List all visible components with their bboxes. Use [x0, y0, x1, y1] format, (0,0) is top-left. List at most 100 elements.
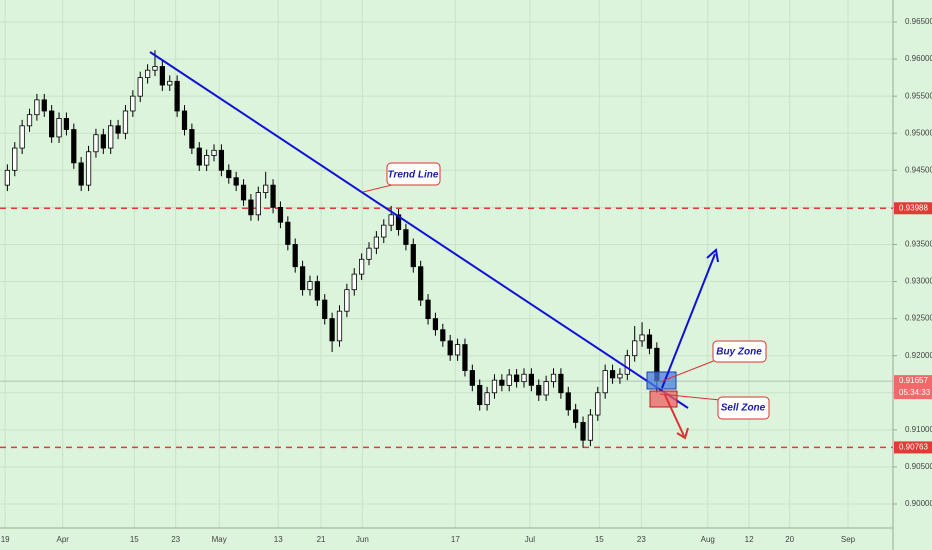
y-tick-label: 0.96000 [905, 54, 932, 63]
candle-body [536, 384, 542, 396]
candle-body [528, 373, 534, 386]
candle-body [373, 236, 380, 249]
candle-body [491, 379, 498, 394]
x-tick-label: Apr [57, 535, 70, 544]
x-tick-label: May [212, 535, 227, 544]
candle-body [152, 66, 158, 71]
x-tick-label: 12 [745, 535, 754, 544]
candle-body [484, 392, 490, 406]
y-tick-label: 0.92500 [905, 314, 932, 323]
candle-body [432, 318, 439, 331]
candle-body [108, 125, 114, 149]
candle-body [639, 334, 645, 342]
candle-body [285, 221, 291, 245]
candle-body [388, 214, 394, 226]
candle-body [624, 355, 630, 375]
candle-body [270, 184, 276, 208]
candle-body [196, 147, 202, 166]
y-tick-label: 0.93500 [905, 240, 932, 249]
candle-body [403, 229, 409, 245]
candle-body [425, 299, 431, 320]
candle-body [34, 99, 40, 116]
down-arrow-head [676, 427, 689, 440]
trend-line [149, 51, 689, 409]
candle-body [307, 281, 313, 291]
callout-pointer [659, 393, 721, 401]
callout-box [386, 162, 441, 186]
candle-body [189, 129, 195, 149]
trend-line-label: Trend Line [388, 170, 439, 181]
candle-body [19, 125, 25, 149]
candle-body [130, 95, 136, 112]
x-tick-label: 20 [785, 535, 794, 544]
candle-body [299, 266, 306, 291]
candle-body [617, 373, 623, 379]
candle-body [521, 373, 527, 383]
x-tick-label: 23 [171, 535, 180, 544]
candle-body [344, 289, 350, 312]
candle-body [469, 370, 475, 386]
candle-body [115, 125, 121, 134]
candle-body [418, 266, 424, 301]
candle-body [100, 134, 106, 149]
y-tick-label: 0.90500 [905, 462, 932, 471]
callout-box [712, 340, 767, 363]
buy-zone-box [646, 371, 677, 390]
candle-body [580, 422, 586, 441]
y-tick-label: 0.95500 [905, 91, 932, 100]
up-arrow-head [706, 248, 719, 263]
candle-body [609, 370, 616, 379]
candle-body [63, 118, 70, 130]
level-label: 0.90763 [899, 443, 928, 452]
y-tick-label: 0.96500 [905, 17, 932, 26]
sell-zone-label: Sell Zone [721, 403, 766, 414]
candle-body [41, 99, 47, 112]
level-label-box [894, 441, 932, 454]
y-tick-label: 0.91000 [905, 425, 932, 434]
candle-body [49, 110, 55, 138]
levels [0, 207, 893, 449]
candle-body [410, 244, 416, 268]
y-tick-label: 0.94500 [905, 165, 932, 174]
candle-body [587, 414, 594, 441]
candle-body [602, 370, 608, 394]
x-tick-label: 13 [274, 535, 283, 544]
candle-body [255, 192, 261, 216]
callout-box [717, 396, 770, 420]
level-label-box [894, 202, 932, 215]
candle-body [329, 318, 335, 342]
candle-body [543, 381, 549, 396]
candle-body [632, 340, 638, 357]
candle-body [159, 66, 165, 86]
candle-body [181, 110, 188, 130]
x-tick-label: Jul [525, 535, 535, 544]
x-tick-label: 23 [637, 535, 646, 544]
x-tick-label: 17 [451, 535, 460, 544]
candle-body [137, 77, 143, 97]
candle-body [336, 310, 343, 342]
candle-body [477, 384, 483, 406]
candle-body [506, 374, 512, 386]
callout-pointer [659, 359, 717, 383]
level-label: 0.93988 [899, 203, 928, 212]
candle-body [167, 80, 173, 86]
candle-body [12, 147, 18, 171]
candles [4, 50, 660, 448]
candle-body [93, 134, 99, 153]
y-tick-label: 0.90000 [905, 499, 932, 508]
y-tick-label: 0.92000 [905, 351, 932, 360]
candle-body [56, 118, 62, 138]
last-price-label: 0.91657 [899, 376, 928, 385]
x-tick-label: 19 [1, 535, 10, 544]
candle-body [78, 162, 84, 186]
candle-body [277, 206, 284, 223]
x-tick-label: 15 [130, 535, 139, 544]
sell-zone-box [649, 390, 678, 408]
candle-body [233, 177, 239, 186]
candle-body [595, 392, 601, 416]
countdown: 05:34:33 [899, 388, 931, 397]
candle-body [240, 184, 247, 201]
y-tick-label: 0.93000 [905, 277, 932, 286]
